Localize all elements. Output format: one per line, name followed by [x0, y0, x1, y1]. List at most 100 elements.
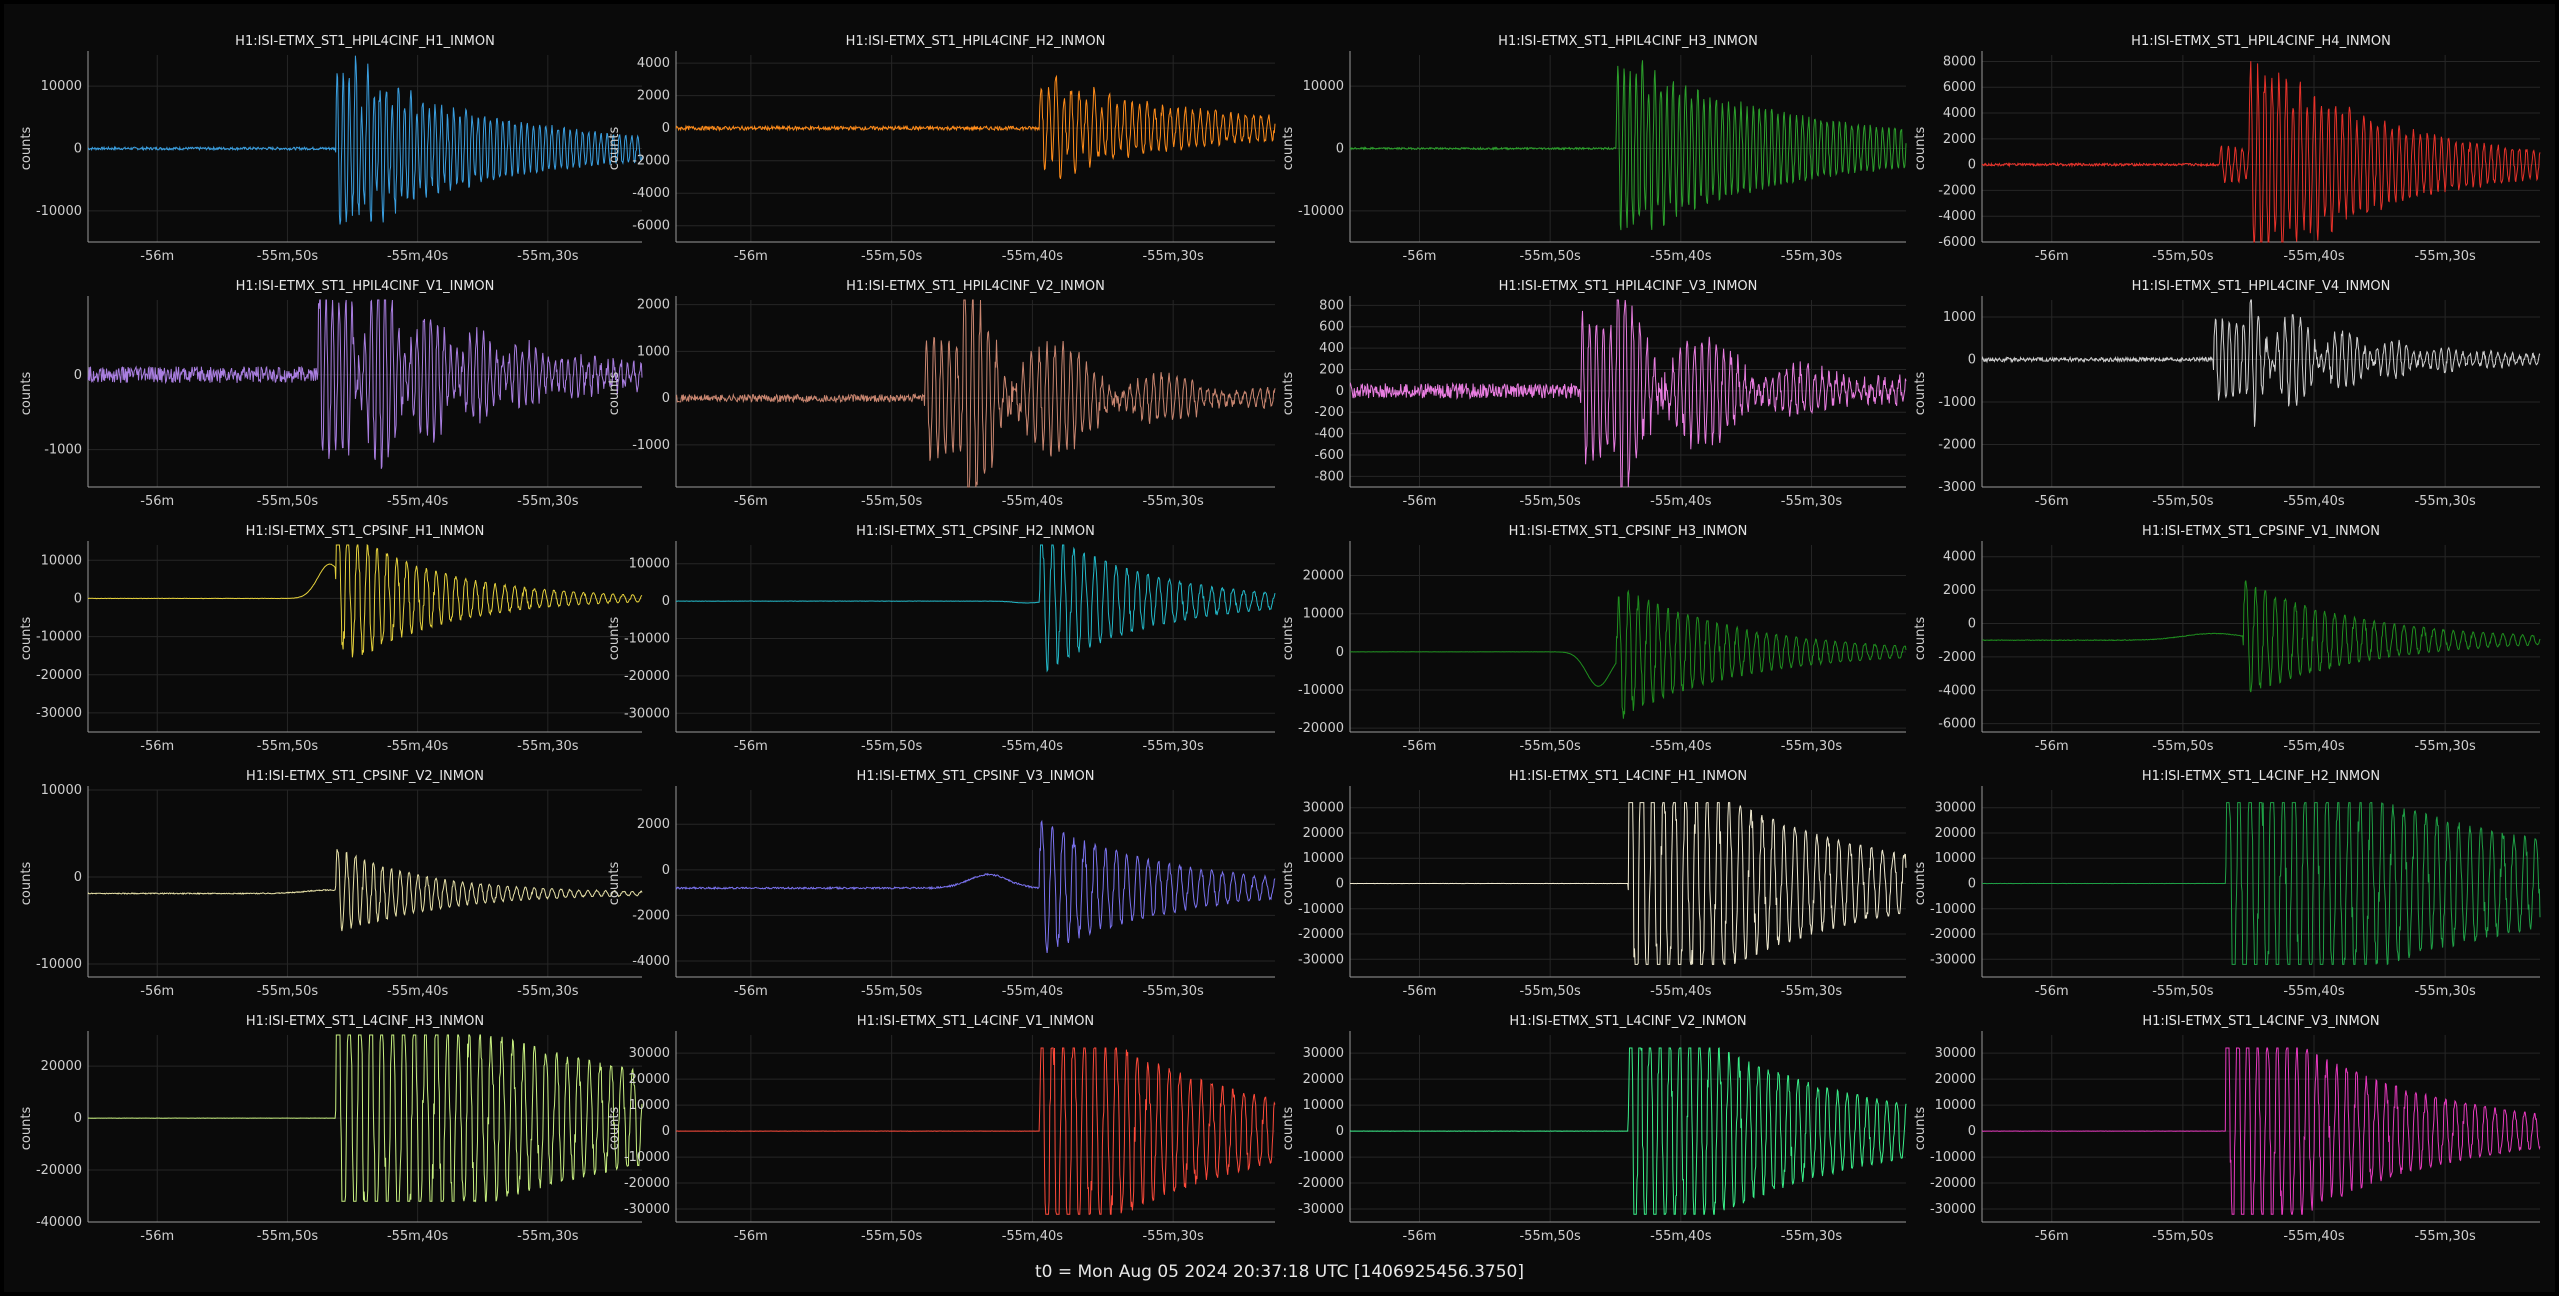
- y-axis-label: counts: [1281, 1107, 1296, 1151]
- y-tick-label: -30000: [624, 706, 670, 721]
- x-tick-label: -55m,50s: [1519, 739, 1581, 754]
- y-tick-label: -10000: [36, 957, 82, 972]
- x-tick-label: -55m,30s: [2414, 739, 2476, 754]
- panel-title: H1:ISI-ETMX_ST1_CPSINF_H3_INMON: [1509, 524, 1748, 539]
- y-tick-label: 4000: [1943, 106, 1976, 121]
- y-tick-label: 10000: [1935, 1098, 1976, 1113]
- x-tick-label: -55m,40s: [1650, 739, 1712, 754]
- x-tick-label: -56m: [1403, 1229, 1437, 1244]
- y-tick-label: 0: [1336, 142, 1344, 157]
- panel-title: H1:ISI-ETMX_ST1_L4CINF_H3_INMON: [246, 1014, 484, 1029]
- series-line: [87, 543, 643, 658]
- x-tick-label: -56m: [734, 494, 768, 509]
- y-axis-label: counts: [1281, 372, 1296, 416]
- y-tick-label: -2000: [632, 154, 670, 169]
- panel: H1:ISI-ETMX_ST1_HPIL4CINF_H1_INMON 10000 0…: [19, 34, 643, 264]
- x-tick-label: -55m,50s: [257, 739, 319, 754]
- x-tick-label: -55m,30s: [517, 739, 579, 754]
- y-tick-label: -10000: [624, 632, 670, 647]
- y-tick-label: 20000: [1935, 826, 1976, 841]
- y-tick-label: 6000: [1943, 80, 1976, 95]
- y-axis-label: counts: [607, 1107, 622, 1151]
- y-tick-label: 1000: [637, 344, 670, 359]
- y-tick-label: 800: [1319, 298, 1344, 313]
- y-tick-label: 600: [1319, 320, 1344, 335]
- y-tick-label: 0: [74, 1111, 82, 1126]
- panel: H1:ISI-ETMX_ST1_CPSINF_V3_INMON 2000 0 -200…: [607, 769, 1276, 999]
- y-tick-label: -10000: [36, 204, 82, 219]
- x-tick-label: -55m,40s: [1002, 739, 1064, 754]
- y-tick-label: 0: [662, 863, 670, 878]
- panel-title: H1:ISI-ETMX_ST1_HPIL4CINF_V3_INMON: [1499, 279, 1758, 294]
- y-tick-label: 2000: [1943, 132, 1976, 147]
- series-line: [675, 1047, 1276, 1215]
- y-tick-label: 0: [1336, 384, 1344, 399]
- x-tick-label: -55m,30s: [1142, 494, 1204, 509]
- series-line: [1981, 299, 2541, 427]
- y-tick-label: -4000: [1938, 209, 1976, 224]
- panel: H1:ISI-ETMX_ST1_HPIL4CINF_V2_INMON 2000 10…: [607, 279, 1276, 509]
- panel: H1:ISI-ETMX_ST1_HPIL4CINF_H2_INMON 4000 20…: [607, 34, 1276, 264]
- y-tick-label: 1000: [1943, 310, 1976, 325]
- panel: H1:ISI-ETMX_ST1_L4CINF_V3_INMON 30000 2000…: [1913, 1014, 2541, 1244]
- y-tick-label: 4000: [1943, 550, 1976, 565]
- x-tick-label: -55m,30s: [1142, 249, 1204, 264]
- y-tick-label: -800: [1314, 469, 1344, 484]
- y-tick-label: -1000: [44, 443, 82, 458]
- y-tick-label: 30000: [1303, 1046, 1344, 1061]
- y-tick-label: -30000: [1930, 952, 1976, 967]
- x-tick-label: -56m: [734, 984, 768, 999]
- y-tick-label: -2000: [1938, 650, 1976, 665]
- panel-title: H1:ISI-ETMX_ST1_HPIL4CINF_H4_INMON: [2131, 34, 2391, 49]
- y-tick-label: -10000: [1298, 1150, 1344, 1165]
- y-axis-label: counts: [607, 862, 622, 906]
- y-tick-label: -2000: [1938, 438, 1976, 453]
- y-tick-label: 30000: [1935, 1046, 1976, 1061]
- x-tick-label: -56m: [734, 1229, 768, 1244]
- y-axis-label: counts: [19, 127, 34, 171]
- y-tick-label: 0: [662, 121, 670, 136]
- series-line: [1981, 61, 2541, 243]
- y-tick-label: -20000: [1298, 721, 1344, 736]
- x-tick-label: -56m: [1403, 984, 1437, 999]
- x-tick-label: -55m,50s: [2152, 249, 2214, 264]
- series-line: [675, 299, 1276, 488]
- x-tick-label: -55m,40s: [2283, 494, 2345, 509]
- y-tick-label: 0: [662, 391, 670, 406]
- y-tick-label: 10000: [629, 557, 670, 572]
- y-tick-label: 0: [74, 591, 82, 606]
- x-tick-label: -55m,40s: [387, 494, 449, 509]
- plot-frame: [4, 4, 2555, 1292]
- x-tick-label: -55m,50s: [2152, 984, 2214, 999]
- series-line: [1349, 589, 1907, 719]
- series-line: [675, 74, 1276, 179]
- y-tick-label: 0: [74, 870, 82, 885]
- x-tick-label: -55m,50s: [861, 739, 923, 754]
- x-tick-label: -55m,40s: [1650, 249, 1712, 264]
- y-axis-label: counts: [19, 862, 34, 906]
- x-tick-label: -56m: [140, 984, 174, 999]
- y-tick-label: 20000: [41, 1059, 82, 1074]
- y-tick-label: 10000: [629, 1098, 670, 1113]
- y-tick-label: -6000: [632, 219, 670, 234]
- x-tick-label: -56m: [734, 249, 768, 264]
- y-tick-label: 0: [1968, 158, 1976, 173]
- panel: H1:ISI-ETMX_ST1_L4CINF_H2_INMON 30000 2000…: [1913, 769, 2541, 999]
- x-tick-label: -55m,40s: [2283, 739, 2345, 754]
- y-tick-label: 0: [1336, 645, 1344, 660]
- x-tick-label: -55m,50s: [861, 494, 923, 509]
- x-tick-label: -55m,40s: [2283, 249, 2345, 264]
- y-tick-label: -10000: [1298, 204, 1344, 219]
- x-tick-label: -55m,50s: [861, 984, 923, 999]
- x-tick-label: -56m: [2035, 984, 2069, 999]
- y-tick-label: 30000: [1935, 801, 1976, 816]
- y-tick-label: -30000: [36, 706, 82, 721]
- y-tick-label: 30000: [629, 1046, 670, 1061]
- y-tick-label: 4000: [637, 56, 670, 71]
- y-tick-label: 2000: [637, 817, 670, 832]
- y-tick-label: 0: [1968, 877, 1976, 892]
- y-tick-label: -600: [1314, 448, 1344, 463]
- series-line: [87, 299, 643, 469]
- y-tick-label: 0: [74, 368, 82, 383]
- x-tick-label: -56m: [2035, 1229, 2069, 1244]
